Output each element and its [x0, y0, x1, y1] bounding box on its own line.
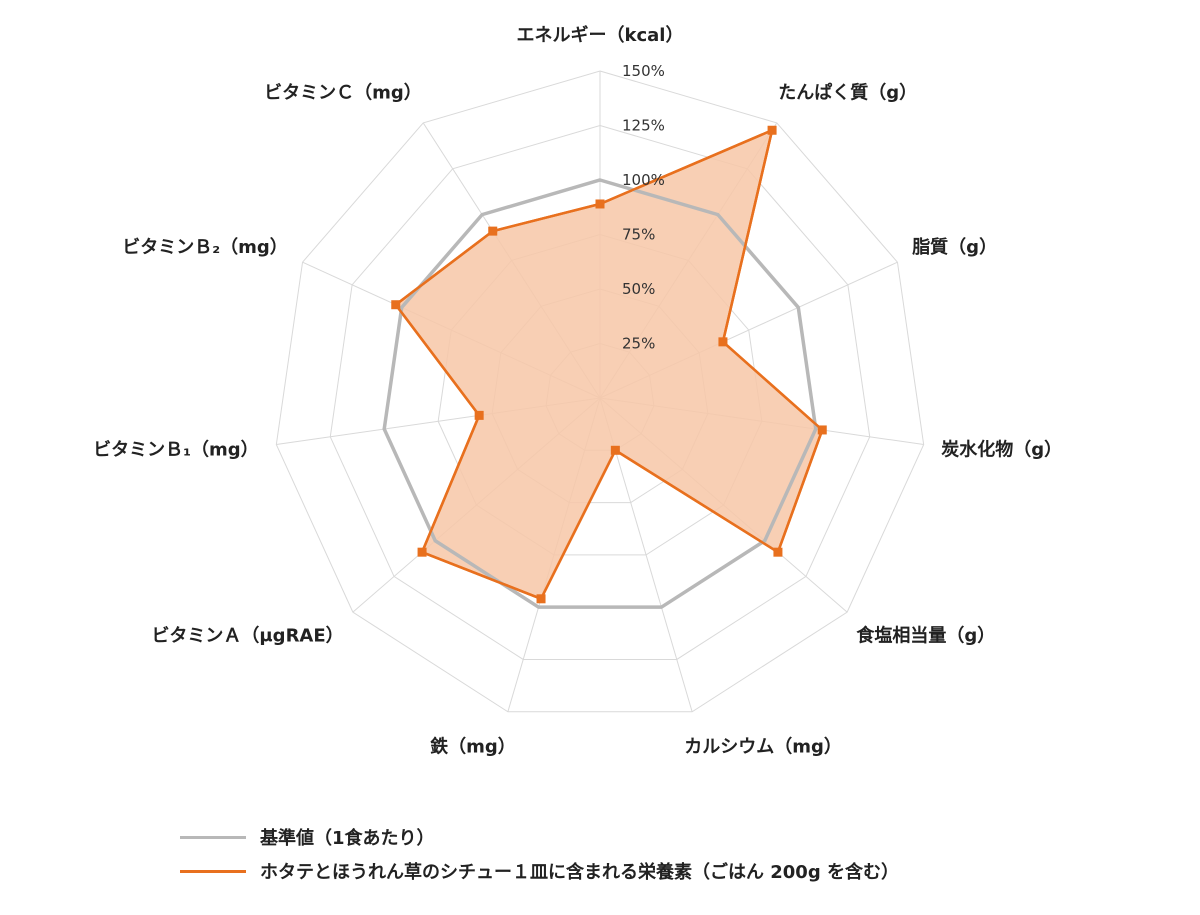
axis-label: エネルギー（kcal） [517, 25, 684, 46]
series-dish-marker [488, 226, 498, 236]
axis-labels: エネルギー（kcal） たんぱく質（g） 脂質（g） 炭水化物（g） 食塩相当量（g） カ… [93, 25, 1062, 757]
axis-label: たんぱく質（g） [778, 82, 917, 104]
series-dish-marker [391, 300, 401, 310]
radial-tick-label: 25% [622, 335, 655, 353]
radial-tick-label: 50% [622, 280, 655, 298]
legend: 基準値（1食あたり） ホタテとほうれん草のシチュー１皿に含まれる栄養素（ごはん … [180, 820, 899, 888]
radar-series [382, 125, 827, 609]
axis-label: ビタミンＣ（mg） [264, 83, 422, 104]
series-dish-marker [767, 125, 777, 135]
legend-swatch-baseline [180, 835, 246, 839]
axis-label: 脂質（g） [912, 236, 997, 258]
series-dish-marker [718, 337, 728, 347]
legend-item-dish: ホタテとほうれん草のシチュー１皿に含まれる栄養素（ごはん 200g を含む） [180, 854, 899, 888]
series-dish-marker [817, 425, 827, 435]
series-baseline-line [382, 178, 818, 609]
axis-label: 炭水化物（g） [941, 439, 1062, 461]
grid-ring [275, 70, 925, 713]
series-dish-marker [417, 547, 427, 557]
radial-tick-label: 75% [622, 226, 655, 244]
legend-label-dish: ホタテとほうれん草のシチュー１皿に含まれる栄養素（ごはん 200g を含む） [260, 862, 899, 883]
radial-tick-label: 125% [622, 117, 665, 135]
radial-tick-label: 100% [622, 171, 665, 189]
series-dish-marker [474, 410, 484, 420]
axis-label: ビタミンＢ₂（mg） [122, 237, 288, 258]
radial-tick-label: 150% [622, 62, 665, 80]
legend-item-baseline: 基準値（1食あたり） [180, 820, 899, 854]
legend-label-baseline: 基準値（1食あたり） [260, 828, 435, 849]
radial-tick-labels: 25% 50% 75% 100% 125% 150% [622, 62, 665, 353]
series-dish-marker [536, 594, 546, 604]
series-dish-marker [773, 547, 783, 557]
axis-label: ビタミンＢ₁（mg） [93, 440, 259, 461]
series-dish-marker [610, 445, 620, 455]
axis-label: ビタミンＡ（μgRAE） [151, 626, 343, 647]
legend-swatch-dish [180, 869, 246, 873]
axis-label: 鉄（mg） [430, 735, 516, 757]
series-dish-marker [595, 199, 605, 209]
axis-label: 食塩相当量（g） [855, 625, 995, 647]
axis-label: カルシウム（mg） [684, 736, 842, 757]
grid-ring [329, 124, 871, 660]
series-dish-line [394, 128, 824, 601]
